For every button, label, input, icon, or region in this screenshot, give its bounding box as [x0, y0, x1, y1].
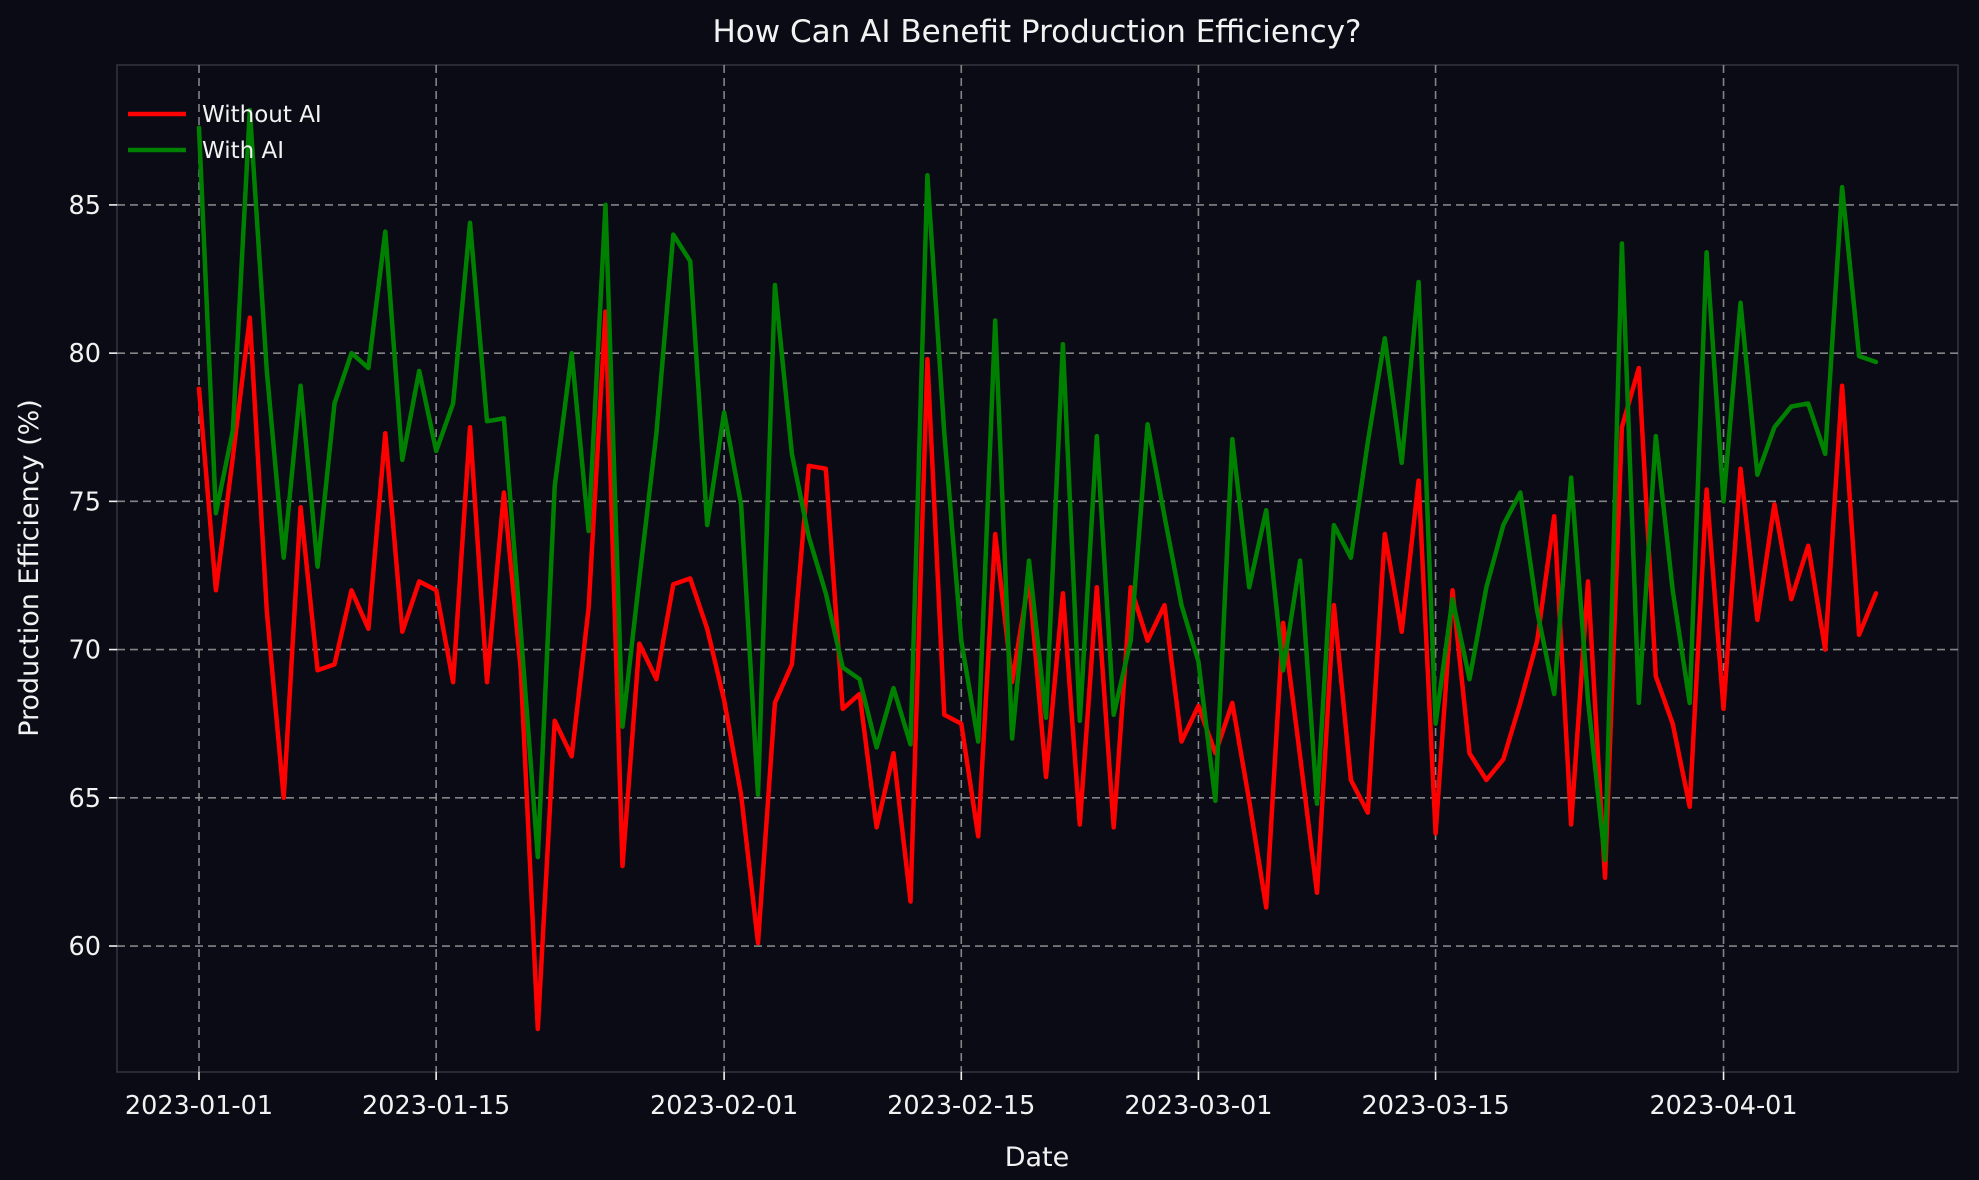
- legend-label-with-ai: With AI: [202, 138, 284, 164]
- x-tick-label: 2023-01-15: [362, 1091, 510, 1121]
- grid-layer: [117, 65, 1958, 1072]
- chart-title: How Can AI Benefit Production Efficiency…: [713, 14, 1362, 50]
- x-tick-label: 2023-03-15: [1361, 1091, 1509, 1121]
- y-tick-label: 65: [69, 784, 101, 814]
- x-tick-label: 2023-02-01: [650, 1091, 798, 1121]
- y-tick-label: 80: [69, 339, 101, 369]
- x-tick-label: 2023-01-01: [125, 1091, 273, 1121]
- tick-layer: [109, 204, 1725, 1080]
- legend-label-without-ai: Without AI: [202, 102, 322, 128]
- y-tick-label: 70: [69, 636, 101, 666]
- y-tick-label: 85: [69, 191, 101, 221]
- x-axis-label: Date: [1005, 1142, 1070, 1173]
- y-tick-label: 60: [69, 932, 101, 962]
- y-axis-label: Production Efficiency (%): [14, 399, 45, 737]
- x-tick-label: 2023-02-15: [887, 1091, 1035, 1121]
- tick-label-layer: 60 65 70 75 80 85 2023-01-01 2023-01-15 2023-02-…: [69, 191, 1798, 1121]
- x-tick-label: 2023-04-01: [1649, 1091, 1797, 1121]
- series-layer: [196, 107, 1879, 1032]
- series-line-without-ai: [196, 309, 1879, 1032]
- plot-area: [116, 64, 1959, 1073]
- series-line-with-ai: [196, 107, 1879, 863]
- y-tick-label: 75: [69, 487, 101, 517]
- legend: Without AI With AI: [128, 102, 322, 164]
- x-tick-label: 2023-03-01: [1124, 1091, 1272, 1121]
